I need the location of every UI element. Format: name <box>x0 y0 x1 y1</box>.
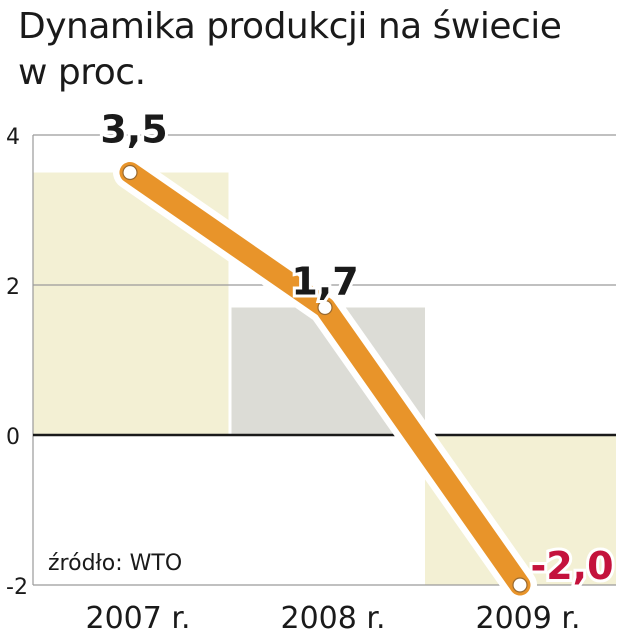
y-tick-label: 2 <box>6 275 20 300</box>
data-labels: 3,5 1,7 -2,0 <box>97 105 616 592</box>
x-tick-label: 2008 r. <box>281 601 386 636</box>
y-axis-ticks: 4 2 0 -2 <box>6 125 28 600</box>
x-tick-label: 2007 r. <box>86 601 191 636</box>
data-points <box>122 164 528 593</box>
data-point <box>512 577 528 593</box>
x-tick-label: 2009 r. <box>476 601 581 636</box>
y-tick-label: 0 <box>6 425 20 450</box>
chart-title-line-2: w proc. <box>18 52 146 93</box>
source-note: źródło: WTO <box>48 551 182 576</box>
data-label: 1,7 <box>291 260 358 304</box>
y-tick-label: 4 <box>6 125 20 150</box>
background-bands <box>33 172 616 585</box>
data-point <box>317 299 333 316</box>
y-tick-label: -2 <box>6 575 28 600</box>
data-label: -2,0 <box>530 544 613 588</box>
x-axis-ticks: 2007 r. 2008 r. 2009 r. <box>86 601 581 636</box>
chart-title-line-1: Dynamika produkcji na świecie <box>18 6 562 47</box>
data-point <box>122 164 138 181</box>
data-label: 3,5 <box>100 108 167 152</box>
chart-title: Dynamika produkcji na świecie w proc. <box>18 4 562 96</box>
